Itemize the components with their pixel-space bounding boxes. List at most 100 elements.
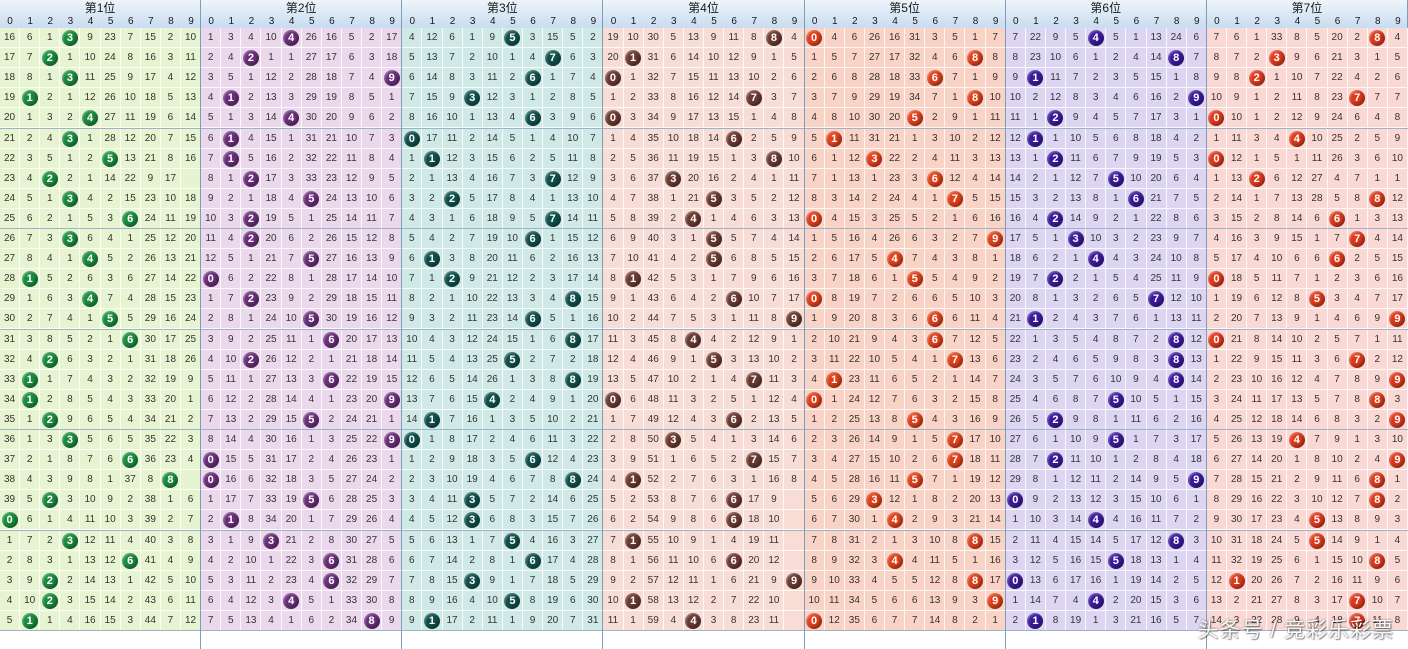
omission-count-cell: 9 — [60, 470, 81, 491]
omission-count-cell: 3 — [1347, 269, 1368, 290]
winning-digit-ball: 5 — [502, 28, 523, 48]
omission-count-cell: 4 — [1367, 108, 1388, 129]
digit-header: 5 — [107, 16, 114, 27]
omission-count-cell: 29 — [301, 88, 322, 109]
omission-count-cell: 2 — [1066, 269, 1087, 290]
digit-header: 2 — [449, 16, 456, 27]
omission-count-cell: 4 — [422, 329, 443, 350]
omission-count-cell: 8 — [603, 550, 624, 571]
omission-count-cell: 13 — [442, 530, 463, 551]
digit-header: 7 — [349, 16, 355, 27]
omission-count-cell: 18 — [583, 349, 604, 370]
omission-count-cell: 2 — [1267, 88, 1288, 109]
omission-count-cell: 14 — [784, 229, 805, 249]
digit-ball: 0 — [604, 70, 621, 87]
winning-digit-ball: 3 — [60, 28, 81, 48]
omission-count-cell: 2 — [462, 128, 483, 149]
omission-count-cell: 16 — [985, 550, 1006, 571]
omission-count-cell: 10 — [1287, 329, 1308, 350]
omission-count-cell: 30 — [0, 309, 21, 330]
omission-count-cell: 22 — [1267, 490, 1288, 511]
omission-count-cell: 8 — [221, 309, 242, 330]
digit-ball: 6 — [524, 552, 541, 569]
omission-count-cell: 6 — [1106, 289, 1127, 310]
omission-count-cell: 5 — [241, 450, 262, 471]
omission-count-cell: 9 — [462, 269, 483, 290]
winning-digit-ball: 1 — [623, 530, 644, 551]
omission-count-cell: 16 — [1267, 369, 1288, 390]
omission-count-cell: 7 — [1347, 168, 1368, 189]
omission-count-cell: 10 — [1025, 510, 1046, 531]
winning-digit-ball: 2 — [1045, 269, 1067, 290]
omission-count-cell: 12 — [462, 329, 483, 350]
omission-count-cell: 10 — [442, 108, 463, 129]
omission-count-cell: 10 — [382, 269, 403, 290]
omission-count-cell: 14 — [965, 369, 986, 390]
omission-count-cell: 11 — [603, 329, 624, 350]
omission-count-cell: 8 — [1126, 128, 1147, 149]
omission-count-cell: 2 — [623, 490, 644, 511]
winning-digit-ball: 7 — [543, 208, 564, 229]
omission-count-cell: 1 — [744, 470, 765, 491]
omission-count-cell: 30 — [864, 108, 886, 129]
omission-count-cell: 10 — [241, 550, 262, 571]
omission-count-cell: 12 — [160, 229, 182, 249]
omission-count-cell: 6 — [824, 249, 845, 270]
digit-header: 2 — [47, 16, 54, 27]
winning-digit-ball: 8 — [563, 329, 584, 350]
omission-count-cell: 8 — [402, 590, 423, 611]
omission-count-cell: 1 — [704, 269, 725, 290]
omission-count-cell: 7 — [844, 48, 865, 69]
omission-count-cell: 36 — [643, 148, 664, 169]
omission-count-cell: 2 — [1086, 68, 1107, 89]
omission-count-cell: 2 — [402, 470, 423, 491]
omission-count-cell: 21 — [1247, 590, 1268, 611]
omission-count-cell: 17 — [462, 430, 483, 450]
digit-ball: 9 — [987, 231, 1004, 247]
omission-count-cell: 11 — [744, 309, 765, 330]
omission-count-cell: 13 — [502, 289, 523, 310]
omission-count-cell: 2 — [925, 369, 946, 390]
digit-ball: 6 — [524, 231, 541, 247]
omission-count-cell: 7 — [522, 470, 544, 491]
omission-count-cell: 1 — [502, 48, 523, 69]
omission-count-cell: 13 — [663, 590, 684, 611]
omission-count-cell: 3 — [422, 208, 443, 229]
omission-count-cell: 3 — [1066, 289, 1087, 310]
omission-count-cell: 15 — [120, 188, 141, 209]
omission-count-cell: 12 — [442, 148, 463, 169]
digit-header: 5 — [711, 16, 717, 27]
digit-ball: 4 — [1087, 592, 1104, 609]
omission-count-cell: 10 — [663, 369, 684, 390]
omission-count-cell: 19 — [1267, 430, 1288, 450]
omission-count-cell: 9 — [663, 108, 684, 129]
winning-digit-ball: 4 — [482, 389, 503, 410]
omission-count-cell: 4 — [905, 188, 926, 209]
omission-count-cell: 34 — [905, 88, 926, 109]
omission-count-cell: 3 — [905, 329, 926, 350]
digit-header: 4 — [490, 16, 496, 27]
omission-count-cell: 1 — [221, 168, 242, 189]
omission-count-cell: 14 — [261, 108, 282, 129]
omission-count-cell: 1 — [201, 28, 222, 48]
omission-count-cell: 9 — [543, 389, 564, 410]
omission-count-cell: 4 — [663, 610, 684, 631]
omission-count-cell: 6 — [80, 229, 101, 249]
omission-count-cell: 15 — [1327, 550, 1348, 571]
omission-count-cell: 10 — [945, 128, 966, 149]
omission-count-cell: 5 — [784, 48, 805, 69]
omission-count-cell: 32 — [261, 470, 282, 491]
omission-count-cell: 5 — [563, 28, 584, 48]
omission-count-cell: 6 — [201, 128, 222, 149]
digit-ball: 7 — [1349, 90, 1366, 107]
omission-count-cell: 8 — [764, 309, 785, 330]
omission-count-cell: 24 — [181, 309, 202, 330]
digit-header: 9 — [1193, 16, 1200, 27]
omission-count-cell: 5 — [422, 349, 443, 370]
omission-count-cell: 1 — [1247, 188, 1268, 209]
omission-count-cell: 1 — [885, 269, 906, 290]
winning-digit-ball: 9 — [985, 229, 1006, 249]
digit-ball: 8 — [967, 572, 984, 589]
omission-count-cell: 16 — [704, 168, 725, 189]
omission-count-cell: 11 — [221, 369, 242, 390]
